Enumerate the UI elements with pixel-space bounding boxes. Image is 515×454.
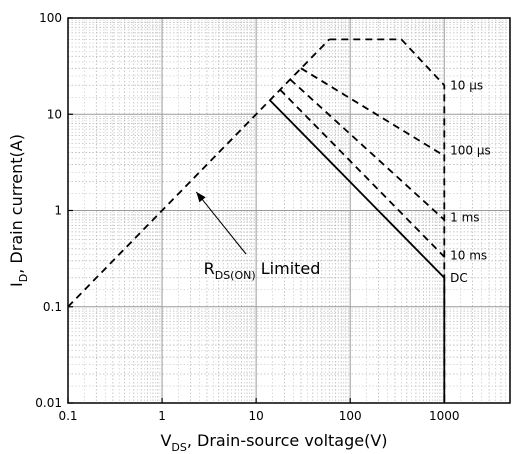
y-tick-label: 100 bbox=[39, 11, 62, 25]
curve-label: 100 µs bbox=[450, 144, 491, 158]
y-tick-labels: 0.01 0.1 1 10 100 bbox=[35, 11, 62, 410]
x-axis-title: VDS, Drain-source voltage(V) bbox=[160, 431, 387, 454]
x-tick-label: 1 bbox=[158, 409, 166, 423]
curve-annotations: 10 µs 100 µs 1 ms 10 ms DC bbox=[450, 78, 491, 284]
axis-ticks bbox=[67, 17, 445, 404]
rds-limited-label: RDS(ON) Limited bbox=[204, 259, 321, 282]
series-layer bbox=[67, 38, 446, 403]
x-tick-label: 1000 bbox=[429, 409, 460, 423]
rds-arrowhead bbox=[196, 191, 206, 203]
curve-label: 10 ms bbox=[450, 249, 487, 263]
x-tick-label: 100 bbox=[339, 409, 362, 423]
y-tick-label: 10 bbox=[47, 107, 62, 121]
y-tick-label: 1 bbox=[54, 204, 62, 218]
y-tick-label: 0.01 bbox=[35, 396, 62, 410]
x-tick-labels: 0.1 1 10 100 1000 bbox=[58, 409, 459, 423]
curve-label: DC bbox=[450, 271, 468, 285]
y-tick-label: 0.1 bbox=[43, 300, 62, 314]
series-line-100-s bbox=[300, 67, 445, 157]
series-line-dc bbox=[269, 99, 446, 403]
curve-label: 1 ms bbox=[450, 210, 479, 224]
rds-limited-annotation: RDS(ON) Limited bbox=[195, 191, 321, 282]
x-tick-label: 10 bbox=[248, 409, 263, 423]
series-line-10-ms bbox=[279, 89, 445, 258]
series-line-1-ms bbox=[289, 78, 445, 221]
rds-arrow bbox=[195, 191, 247, 255]
series-line-10-s bbox=[329, 38, 446, 403]
curve-label: 10 µs bbox=[450, 78, 483, 92]
y-axis-title: ID, Drain current(A) bbox=[7, 134, 30, 287]
x-tick-label: 0.1 bbox=[58, 409, 77, 423]
series-line-rds-on-limited bbox=[67, 38, 330, 308]
